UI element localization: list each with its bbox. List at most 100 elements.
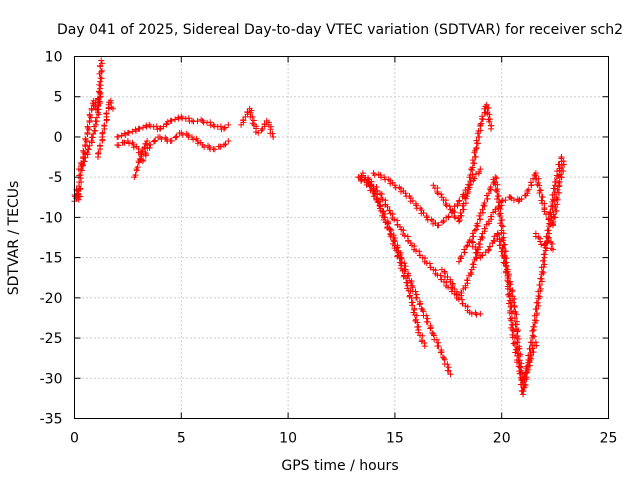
data-point-dense [550, 211, 557, 218]
data-point [86, 117, 93, 124]
series-track-afternoon-c [359, 170, 428, 350]
data-point-dense [427, 325, 434, 332]
data-point [430, 182, 437, 189]
data-point-dense [397, 251, 404, 258]
data-point [84, 150, 91, 157]
data-point-dense [519, 388, 526, 395]
data-point-dense [535, 234, 542, 241]
data-point-dense [473, 137, 480, 144]
data-point-dense [498, 217, 505, 224]
data-point-dense [505, 300, 512, 307]
data-point [82, 141, 89, 148]
data-point [498, 198, 505, 205]
data-point-dense [101, 122, 108, 129]
data-point-dense [556, 178, 563, 185]
data-point-dense [481, 225, 488, 232]
data-point [468, 238, 475, 245]
data-point-dense [99, 60, 106, 67]
data-point-dense [498, 248, 505, 255]
data-point-dense [150, 123, 157, 130]
data-point-dense [136, 156, 143, 163]
data-point-dense [217, 123, 224, 130]
data-point-dense [413, 312, 420, 319]
data-point [464, 190, 471, 197]
data-point-dense [525, 186, 532, 193]
data-point-dense [477, 216, 484, 223]
data-point-dense [397, 223, 404, 230]
data-point-dense [471, 227, 478, 234]
data-point-dense [441, 268, 448, 275]
data-point-dense [438, 191, 445, 198]
data-point-dense [482, 249, 489, 256]
data-point [507, 194, 514, 201]
data-point [455, 258, 462, 265]
data-point-dense [474, 249, 481, 256]
data-point-dense [376, 202, 383, 209]
data-point [80, 162, 87, 169]
data-point-dense [515, 335, 522, 342]
data-point-dense [457, 210, 464, 217]
y-tick-label: -5 [49, 170, 63, 186]
data-point-dense [540, 269, 547, 276]
data-point [473, 226, 480, 233]
data-point-dense [551, 214, 558, 221]
data-point-dense [365, 180, 372, 187]
data-point-dense [158, 135, 165, 142]
data-point [549, 246, 556, 253]
data-point-dense [472, 153, 479, 160]
data-point-dense [95, 149, 102, 156]
data-point-dense [522, 382, 529, 389]
data-point-dense [503, 263, 510, 270]
data-point-dense [487, 213, 494, 220]
data-point-dense [433, 336, 440, 343]
data-point-dense [479, 252, 486, 259]
data-point [210, 121, 217, 128]
data-point [178, 113, 185, 120]
data-point-dense [536, 293, 543, 300]
data-point [144, 137, 151, 144]
data-point-dense [172, 134, 179, 141]
data-point-dense [249, 113, 256, 120]
data-point-dense [139, 148, 146, 155]
data-point-dense [173, 133, 180, 140]
data-point-dense [530, 348, 537, 355]
data-point-dense [533, 317, 540, 324]
data-point [477, 310, 484, 317]
data-point-dense [387, 230, 394, 237]
data-point-dense [445, 213, 452, 220]
data-point-dense [396, 259, 403, 266]
data-point [221, 141, 228, 148]
data-point-dense [496, 242, 503, 249]
data-point-dense [476, 212, 483, 219]
data-point-dense [461, 249, 468, 256]
y-tick-label: -15 [40, 251, 63, 267]
data-point-dense [478, 120, 485, 127]
data-point-dense [493, 175, 500, 182]
data-point-dense [96, 81, 103, 88]
data-point [447, 371, 454, 378]
data-point-dense [512, 321, 519, 328]
data-point [75, 166, 82, 173]
data-point [430, 331, 437, 338]
data-point-dense [409, 302, 416, 309]
data-point-dense [454, 200, 461, 207]
data-point-dense [75, 190, 82, 197]
data-point-dense [494, 188, 501, 195]
data-point-dense [125, 129, 132, 136]
series-track-evening-d [498, 158, 567, 229]
data-point-dense [514, 333, 521, 340]
data-point [492, 206, 499, 213]
data-point-dense [495, 231, 502, 238]
data-point-dense [505, 271, 512, 278]
data-point-dense [532, 172, 539, 179]
series-track-evening-a [438, 202, 505, 301]
data-point-dense [505, 291, 512, 298]
data-point-dense [386, 226, 393, 233]
data-point-dense [86, 111, 93, 118]
data-point [156, 125, 163, 132]
data-point-dense [90, 131, 97, 138]
data-point-dense [357, 174, 364, 181]
data-point [485, 190, 492, 197]
data-point-dense [96, 94, 103, 101]
data-point-dense [491, 233, 498, 240]
